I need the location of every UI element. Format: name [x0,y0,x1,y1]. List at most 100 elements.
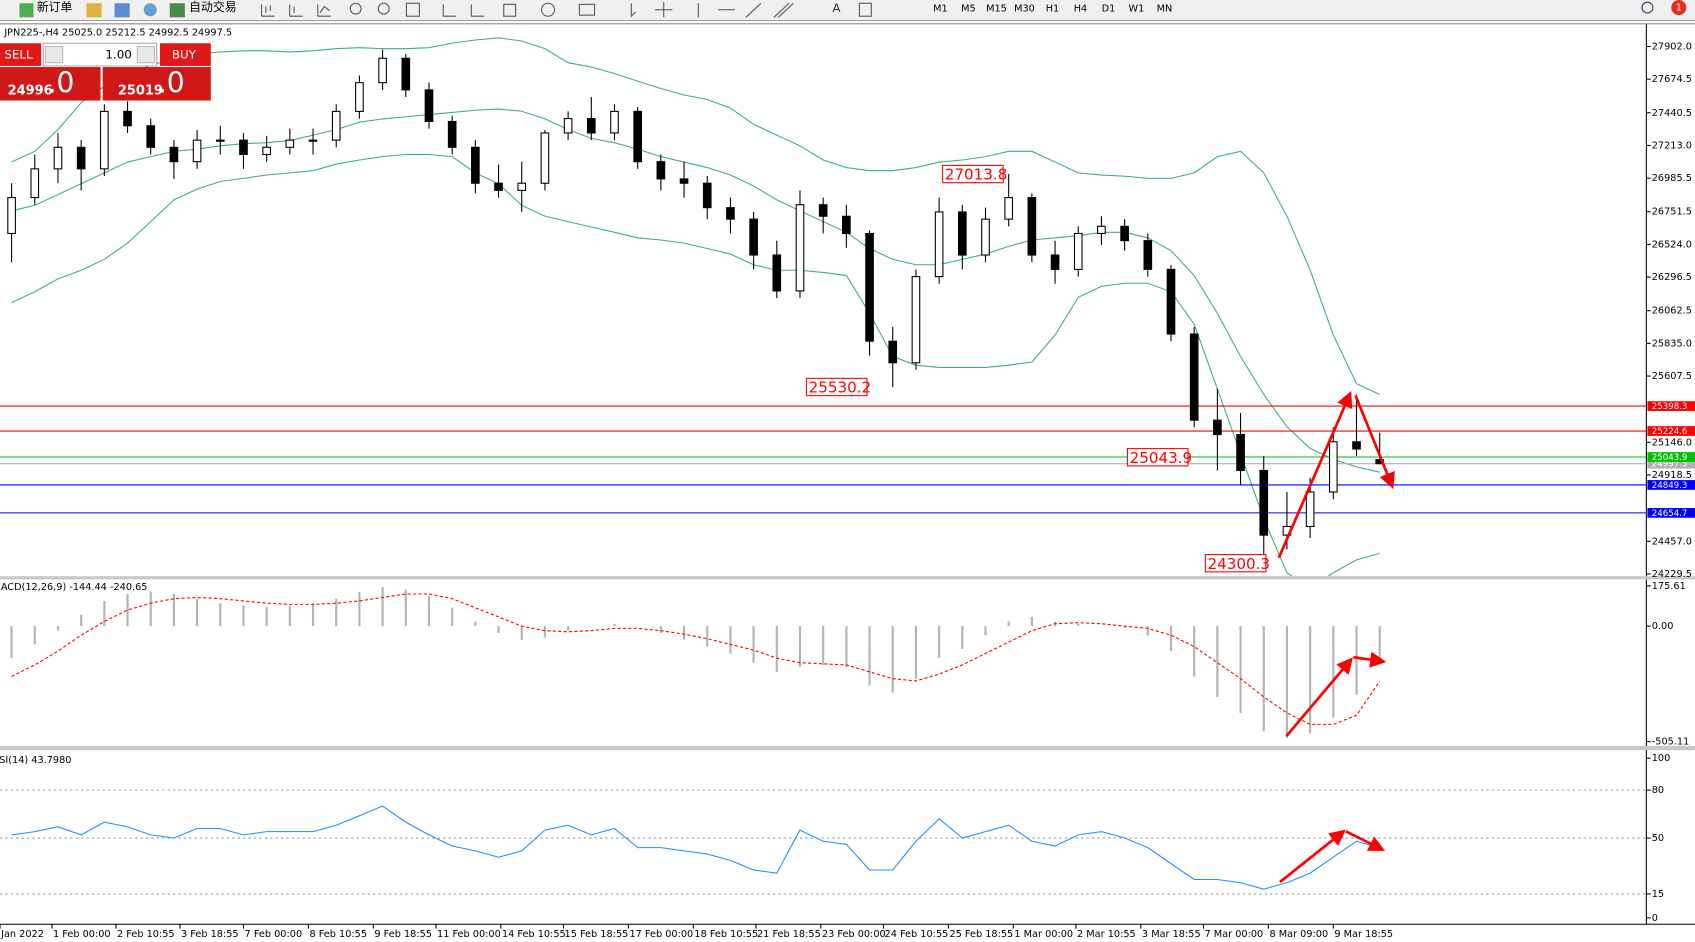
candle-body [981,218,990,256]
candle-body [494,182,503,191]
y-tick-label: 25607.5 [1652,371,1692,382]
macd-bar [520,626,523,640]
macd-bar [56,626,60,631]
one-click-trading: SELL 1.00 BUY 24996 .0 25019 .0 [0,42,211,101]
arrow [1279,829,1346,884]
macd-bar [381,587,384,627]
timeframe-button[interactable]: W1 [1129,4,1145,15]
new-order-icon[interactable] [19,3,34,18]
timeframe-button[interactable]: D1 [1102,4,1116,15]
tool-icons[interactable] [261,2,794,18]
macd-bar [196,598,199,627]
macd-bar [567,626,570,631]
price-annotation: 25530.2 [809,379,872,397]
candle-body [957,211,967,256]
price-level-label: 24997.5 [1652,460,1688,470]
macd-bar [10,626,13,659]
x-tick-label: 7 Mar 00:00 [1205,929,1264,940]
sell-label[interactable]: SELL [4,48,33,62]
x-tick-label: 18 Feb 10:55 [694,929,758,940]
icon[interactable] [114,3,130,18]
timeframe-button[interactable]: M1 [933,4,948,15]
buy-label[interactable]: BUY [172,48,197,62]
candle-body [1305,491,1315,528]
timeframe-button[interactable]: MN [1157,4,1173,15]
macd-bar [822,626,825,665]
candle-body [76,146,86,170]
buy-price: 25019 [118,83,163,98]
price-annotation-box [1126,448,1189,467]
x-tick-label: 17 Feb 00:00 [629,929,693,940]
timeframe-button[interactable]: M30 [1014,4,1035,15]
lot-value[interactable]: 1.00 [105,48,131,62]
candle-body [1073,232,1083,270]
price-annotation: 25043.9 [1130,449,1193,467]
macd-bar [543,626,547,638]
sell-button[interactable] [0,43,42,66]
candle-body [842,215,851,235]
macd-bar [961,626,964,649]
price-level-tag [1647,480,1695,490]
new-order-button[interactable]: 新订单 [37,0,73,14]
macd-bar [1378,626,1381,660]
arrow [1354,395,1395,489]
price-level-label: 24849.3 [1652,481,1688,491]
timeframe-button[interactable]: H4 [1074,4,1088,15]
rsi-line [11,805,1380,890]
search-icon[interactable] [1641,1,1654,14]
notification-count: 1 [1676,3,1682,14]
macd-bar [149,591,152,627]
lot-increase[interactable] [136,45,156,64]
x-tick-label: 9 Feb 18:55 [374,929,432,940]
lot-input[interactable] [42,42,158,67]
auto-trading-button[interactable]: 自动交易 [189,0,237,14]
y-tick-label: 26751.5 [1652,207,1692,218]
y-tick-label: 25835.0 [1652,338,1692,349]
macd-bar [474,621,477,627]
macd-bar [984,626,987,636]
timeframe-button[interactable]: M5 [961,4,976,15]
macd-bar [682,626,686,640]
sell-price-box[interactable] [0,67,101,101]
macd-bar [706,626,709,647]
timeframe-button[interactable]: M15 [986,4,1007,15]
x-tick-label: 3 Feb 18:55 [181,929,239,940]
macd-bar [126,594,129,627]
sell-price: 24996 [8,83,53,98]
icon[interactable] [86,3,102,18]
macd-bar [1239,626,1242,713]
notification-badge[interactable] [1671,0,1687,16]
lot-decrease[interactable] [44,45,64,64]
macd-bar [288,605,291,627]
x-tick-label: 1 Mar 00:00 [1014,929,1073,940]
x-tick-label: 1 Feb 00:00 [53,929,111,940]
candle-body [563,118,573,134]
auto-trading-icon[interactable] [169,3,185,18]
price-annotation-box [805,377,868,397]
label-tool[interactable] [858,2,872,17]
candle-body [262,146,271,156]
candle-body [726,207,735,220]
y-tick-label: 26062.5 [1652,306,1692,317]
macd-bar [451,607,454,627]
candle-body [656,161,666,180]
x-tick-label: 7 Feb 00:00 [245,929,303,940]
bollinger-band [11,153,1380,577]
buy-price-box[interactable] [102,67,211,101]
candle-body [401,57,411,91]
x-tick-label: 15 Feb 18:55 [565,929,629,940]
toolbar [0,0,1695,21]
text-tool[interactable]: A [832,1,841,15]
timeframe-button[interactable]: H1 [1046,4,1060,15]
y-tick-label: 26524.0 [1652,239,1692,250]
macd-bar [1332,626,1335,718]
candle-body [285,139,295,148]
price-level-tag [1647,458,1695,469]
icon[interactable] [143,3,157,17]
macd-bar [845,626,848,668]
macd-bar [172,594,175,627]
signal-line [11,593,1381,725]
buy-button[interactable] [159,43,211,66]
x-tick-label: 9 Mar 18:55 [1334,929,1393,940]
chart-header: JPN225-,H4 25025.0 25212.5 24992.5 24997… [3,27,232,38]
